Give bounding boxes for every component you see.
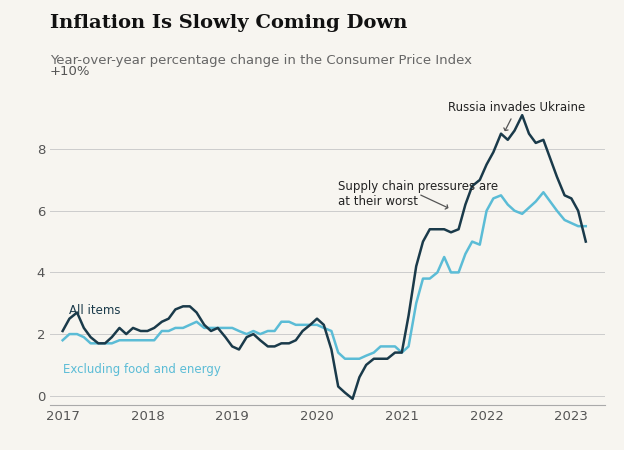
Text: Russia invades Ukraine: Russia invades Ukraine [449,101,586,130]
Text: All items: All items [69,304,121,317]
Text: Year-over-year percentage change in the Consumer Price Index: Year-over-year percentage change in the … [50,54,472,67]
Text: Inflation Is Slowly Coming Down: Inflation Is Slowly Coming Down [50,14,407,32]
Text: Supply chain pressures are
at their worst: Supply chain pressures are at their wors… [338,180,499,209]
Text: +10%: +10% [50,65,90,78]
Text: Excluding food and energy: Excluding food and energy [62,364,220,376]
